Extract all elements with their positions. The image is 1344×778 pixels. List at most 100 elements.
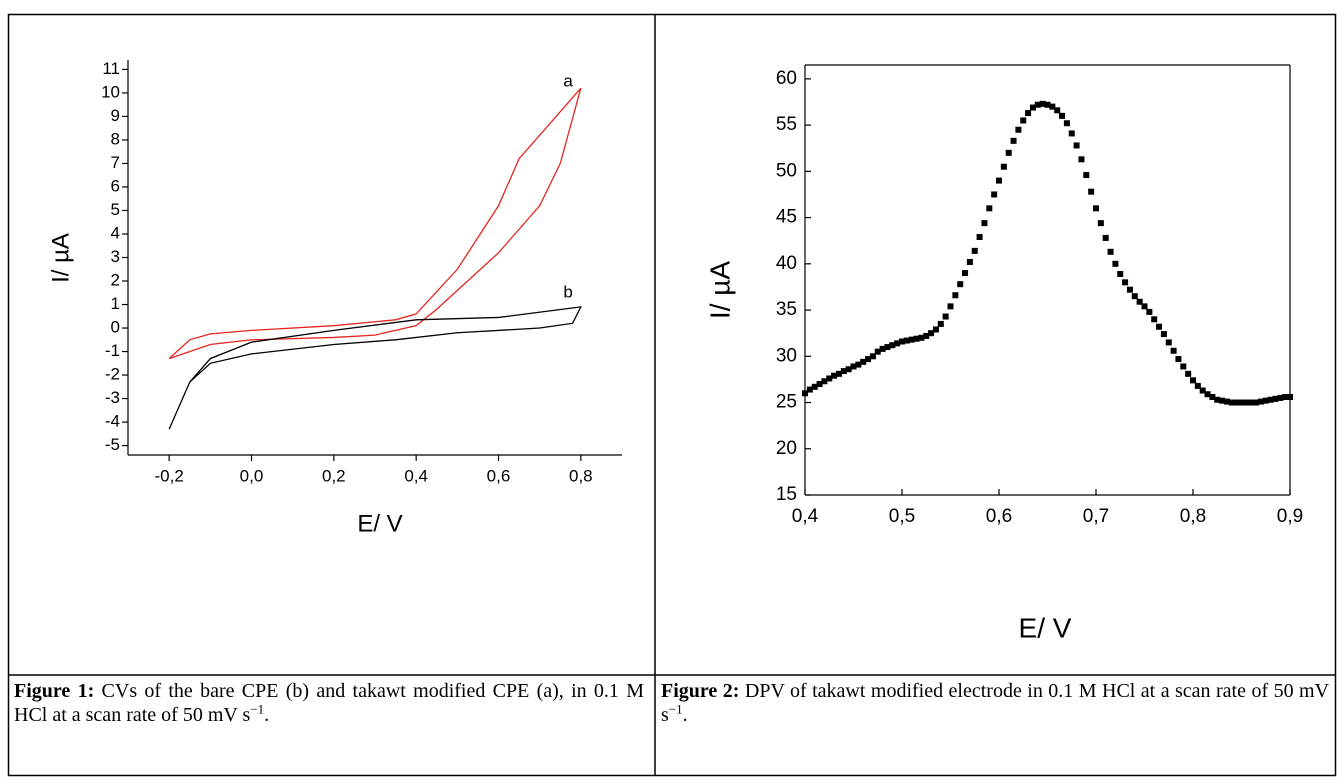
caption-label: Figure 2: xyxy=(661,680,740,702)
y-tick-label: -4 xyxy=(105,412,120,431)
x-tick-label: 0,5 xyxy=(889,506,915,527)
caption-end: . xyxy=(264,704,270,726)
point xyxy=(1262,397,1269,404)
y-tick-label: 1 xyxy=(111,294,120,313)
y-axis-label: I/ µA xyxy=(704,261,735,319)
x-tick-label: 0,7 xyxy=(1083,506,1109,527)
point xyxy=(923,332,930,339)
point xyxy=(1102,234,1109,241)
point xyxy=(1073,142,1080,149)
x-tick-label: 0,6 xyxy=(487,466,511,485)
point xyxy=(840,368,847,375)
y-tick-label: 35 xyxy=(776,299,797,320)
point xyxy=(1287,393,1293,400)
caption: Figure 1: CVs of the bare CPE (b) and ta… xyxy=(14,679,644,727)
point xyxy=(986,205,993,212)
point xyxy=(947,303,954,310)
point xyxy=(1223,398,1230,405)
x-tick-label: 0,6 xyxy=(986,506,1012,527)
point xyxy=(1267,396,1274,403)
y-tick-label: -2 xyxy=(105,365,120,384)
y-tick-label: 20 xyxy=(776,438,797,459)
point xyxy=(1020,117,1027,124)
point xyxy=(932,326,939,333)
y-tick-label: 50 xyxy=(776,160,797,181)
point xyxy=(879,345,886,352)
y-tick-label: -1 xyxy=(105,341,120,360)
point xyxy=(1126,286,1133,293)
point xyxy=(865,356,872,363)
point xyxy=(855,361,862,368)
point xyxy=(1238,399,1245,406)
point xyxy=(1029,104,1036,111)
point xyxy=(942,313,949,320)
point xyxy=(811,383,818,390)
point xyxy=(1010,137,1017,144)
point xyxy=(1199,387,1206,394)
point xyxy=(816,381,823,388)
curve-label: b xyxy=(563,282,572,301)
point xyxy=(1277,394,1284,401)
x-tick-label: 0,2 xyxy=(322,466,346,485)
point xyxy=(913,335,920,342)
point xyxy=(991,191,998,198)
y-tick-label: 11 xyxy=(102,59,120,78)
y-tick-label: 30 xyxy=(776,345,797,366)
point xyxy=(1039,100,1046,107)
x-tick-label: 0,0 xyxy=(240,466,264,485)
x-tick-label: 0,4 xyxy=(404,466,428,485)
point xyxy=(1194,382,1201,389)
point xyxy=(869,353,876,360)
table-border xyxy=(7,13,1337,777)
y-tick-label: 4 xyxy=(111,223,120,242)
y-axis-label: I/ µA xyxy=(47,233,74,283)
point xyxy=(981,220,988,227)
point xyxy=(962,270,969,277)
point xyxy=(1034,101,1041,108)
point xyxy=(918,334,925,341)
point xyxy=(850,363,857,370)
point xyxy=(937,320,944,327)
point xyxy=(1282,393,1289,400)
point xyxy=(1131,293,1138,300)
y-tick-label: 10 xyxy=(101,82,120,101)
y-tick-label: -3 xyxy=(105,388,120,407)
point xyxy=(908,336,915,343)
y-tick-label: 0 xyxy=(111,318,120,337)
point xyxy=(1059,112,1066,119)
point xyxy=(1000,163,1007,170)
point xyxy=(952,292,959,299)
point xyxy=(1054,107,1061,114)
y-tick-label: 2 xyxy=(111,270,120,289)
point xyxy=(1151,316,1158,323)
y-tick-label: 9 xyxy=(111,106,120,125)
point xyxy=(1214,396,1221,403)
point xyxy=(1136,298,1143,305)
point xyxy=(1146,308,1153,315)
y-tick-label: 25 xyxy=(776,392,797,413)
y-tick-label: 15 xyxy=(776,484,797,505)
point xyxy=(821,378,828,385)
point xyxy=(1156,323,1163,330)
y-tick-label: 45 xyxy=(776,207,797,228)
point xyxy=(928,330,935,337)
y-tick-label: 8 xyxy=(111,129,120,148)
point xyxy=(1228,399,1235,406)
point xyxy=(1248,399,1255,406)
point xyxy=(976,234,983,240)
cv-curve xyxy=(168,306,582,430)
caption-label: Figure 1: xyxy=(14,680,95,702)
point xyxy=(1233,399,1240,406)
y-tick-label: -5 xyxy=(105,435,120,454)
point xyxy=(1068,130,1075,137)
point xyxy=(1253,399,1260,406)
point xyxy=(845,366,852,373)
point xyxy=(1049,103,1056,110)
x-tick-label: -0,2 xyxy=(155,466,184,485)
y-tick-label: 40 xyxy=(776,253,797,274)
caption-superscript: −1 xyxy=(668,701,683,717)
y-tick-label: 55 xyxy=(776,114,797,135)
point xyxy=(996,177,1002,184)
point xyxy=(1204,391,1211,398)
